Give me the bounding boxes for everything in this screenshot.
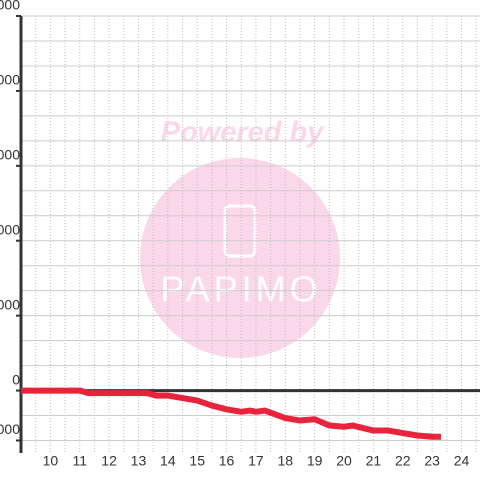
watermark-text: Powered by	[161, 117, 326, 149]
x-tick-label: 18	[278, 453, 294, 469]
watermark-circle	[140, 158, 340, 358]
watermark-icon	[223, 204, 257, 258]
x-tick-label: 19	[307, 453, 323, 469]
x-tick-label: 13	[131, 453, 147, 469]
x-tick-label: 22	[395, 453, 411, 469]
y-tick-label: 0	[12, 371, 20, 387]
y-tick-label: 150,000	[0, 0, 20, 13]
x-tick-label: 12	[101, 453, 117, 469]
x-tick-label: 11	[72, 453, 87, 469]
x-tick-label: 21	[366, 453, 382, 469]
x-tick-label: 15	[189, 453, 205, 469]
y-tick-label: 120,000	[0, 72, 20, 88]
x-tick-label: 16	[219, 453, 235, 469]
x-tick-label: 17	[248, 453, 264, 469]
x-tick-label: 23	[424, 453, 440, 469]
y-tick-label: 30,000	[0, 296, 20, 312]
x-tick-label: 10	[43, 453, 59, 469]
x-tick-label: 14	[160, 453, 176, 469]
y-tick-label: 60,000	[0, 221, 20, 237]
y-tick-label: -20,000	[0, 421, 20, 437]
data-line	[21, 387, 441, 440]
watermark-logo: PAPIMO	[160, 269, 321, 310]
x-tick-label: 24	[454, 453, 470, 469]
y-tick-label: 90,000	[0, 147, 20, 163]
x-tick-label: 20	[336, 453, 352, 469]
watermark: Powered by PAPIMO	[140, 117, 340, 358]
